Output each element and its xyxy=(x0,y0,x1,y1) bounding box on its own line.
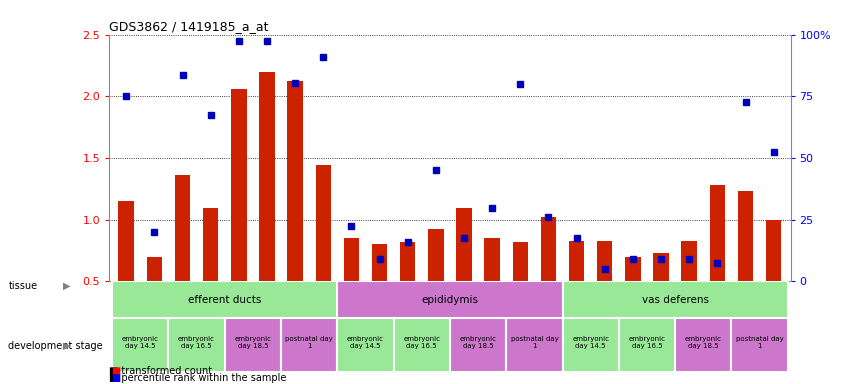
Bar xyxy=(146,257,162,281)
Text: epididymis: epididymis xyxy=(421,295,479,305)
Bar xyxy=(541,217,556,281)
Bar xyxy=(119,201,134,281)
Bar xyxy=(337,281,563,318)
Bar xyxy=(619,318,675,372)
Text: ■: ■ xyxy=(111,366,120,376)
Bar xyxy=(738,191,754,281)
Bar xyxy=(112,281,337,318)
Text: ■ transformed count: ■ transformed count xyxy=(109,366,213,376)
Text: embryonic
day 14.5: embryonic day 14.5 xyxy=(572,336,609,349)
Bar xyxy=(563,281,788,318)
Bar xyxy=(512,242,528,281)
Text: GDS3862 / 1419185_a_at: GDS3862 / 1419185_a_at xyxy=(109,20,269,33)
Bar xyxy=(168,318,225,372)
Text: embryonic
day 18.5: embryonic day 18.5 xyxy=(235,336,272,349)
Text: vas deferens: vas deferens xyxy=(642,295,709,305)
Bar xyxy=(732,318,788,372)
Bar xyxy=(675,318,732,372)
Bar xyxy=(400,242,415,281)
Bar xyxy=(259,71,275,281)
Bar xyxy=(450,318,506,372)
Bar xyxy=(506,318,563,372)
Bar xyxy=(569,240,584,281)
Bar xyxy=(231,89,246,281)
Text: tissue: tissue xyxy=(8,281,38,291)
Bar xyxy=(484,238,500,281)
Text: ■: ■ xyxy=(111,373,120,383)
Bar xyxy=(225,318,281,372)
Text: embryonic
day 16.5: embryonic day 16.5 xyxy=(178,336,215,349)
Text: postnatal day
1: postnatal day 1 xyxy=(736,336,784,349)
Text: postnatal day
1: postnatal day 1 xyxy=(285,336,333,349)
Text: efferent ducts: efferent ducts xyxy=(188,295,262,305)
Text: embryonic
day 18.5: embryonic day 18.5 xyxy=(459,336,496,349)
Text: embryonic
day 18.5: embryonic day 18.5 xyxy=(685,336,722,349)
Text: postnatal day
1: postnatal day 1 xyxy=(510,336,558,349)
Bar xyxy=(653,253,669,281)
Bar xyxy=(625,257,641,281)
Bar xyxy=(315,165,331,281)
Text: ▶: ▶ xyxy=(63,341,71,351)
Text: embryonic
day 16.5: embryonic day 16.5 xyxy=(404,336,441,349)
Bar xyxy=(766,220,781,281)
Text: embryonic
day 14.5: embryonic day 14.5 xyxy=(347,336,384,349)
Bar xyxy=(457,209,472,281)
Bar xyxy=(112,318,168,372)
Bar xyxy=(288,81,303,281)
Bar xyxy=(203,209,219,281)
Text: ▶: ▶ xyxy=(63,281,71,291)
Bar xyxy=(281,318,337,372)
Bar xyxy=(597,240,612,281)
Bar xyxy=(175,175,190,281)
Text: embryonic
day 14.5: embryonic day 14.5 xyxy=(122,336,159,349)
Bar xyxy=(563,318,619,372)
Bar xyxy=(337,318,394,372)
Bar xyxy=(344,238,359,281)
Text: embryonic
day 16.5: embryonic day 16.5 xyxy=(628,336,665,349)
Bar xyxy=(372,244,388,281)
Text: ■ percentile rank within the sample: ■ percentile rank within the sample xyxy=(109,373,287,383)
Bar xyxy=(428,229,443,281)
Bar xyxy=(710,185,725,281)
Bar xyxy=(394,318,450,372)
Bar xyxy=(681,240,697,281)
Text: development stage: development stage xyxy=(8,341,103,351)
